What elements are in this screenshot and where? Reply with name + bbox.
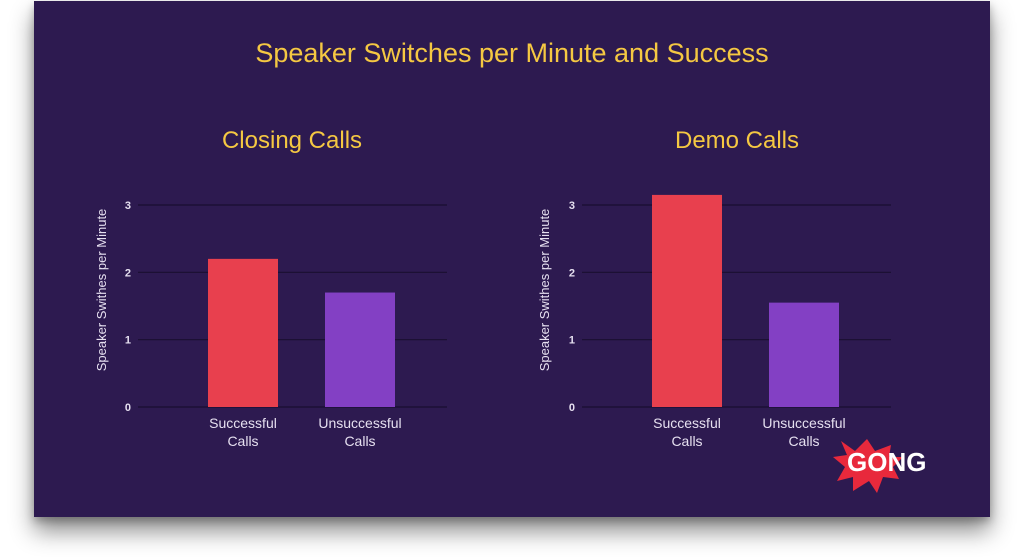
chart-card — [34, 1, 990, 517]
demo-x-tick-label: Unsuccessful — [762, 415, 845, 431]
demo-x-tick-label: Calls — [671, 433, 702, 449]
closing-y-tick-label: 0 — [125, 402, 131, 414]
main-title: Speaker Switches per Minute and Success — [255, 38, 769, 68]
demo-chart-title: Demo Calls — [675, 127, 799, 154]
closing-x-tick-label: Calls — [344, 433, 375, 449]
closing-x-tick-label: Calls — [227, 433, 258, 449]
demo-x-tick-label: Successful — [653, 415, 721, 431]
closing-x-tick-label: Successful — [209, 415, 277, 431]
demo-y-tick-label: 2 — [569, 267, 575, 279]
demo-y-tick-label: 1 — [569, 335, 575, 347]
closing-bar-successful — [208, 258, 278, 407]
closing-y-tick-label: 1 — [125, 335, 131, 347]
closing-y-axis-label: Speaker Swithes per Minute — [94, 209, 109, 372]
closing-chart-title: Closing Calls — [222, 127, 362, 154]
demo-y-tick-label: 0 — [569, 402, 575, 414]
demo-y-tick-label: 3 — [569, 200, 575, 212]
demo-bar-successful — [652, 194, 722, 407]
demo-bar-unsuccessful — [769, 302, 839, 407]
closing-bar-unsuccessful — [325, 292, 395, 407]
closing-y-tick-label: 2 — [125, 267, 131, 279]
closing-y-tick-label: 3 — [125, 200, 131, 212]
demo-x-tick-label: Calls — [788, 433, 819, 449]
demo-y-axis-label: Speaker Swithes per Minute — [537, 209, 552, 372]
gong-logo-text: GONG — [847, 447, 927, 477]
closing-x-tick-label: Unsuccessful — [318, 415, 401, 431]
gong-logo-icon — [833, 439, 903, 493]
